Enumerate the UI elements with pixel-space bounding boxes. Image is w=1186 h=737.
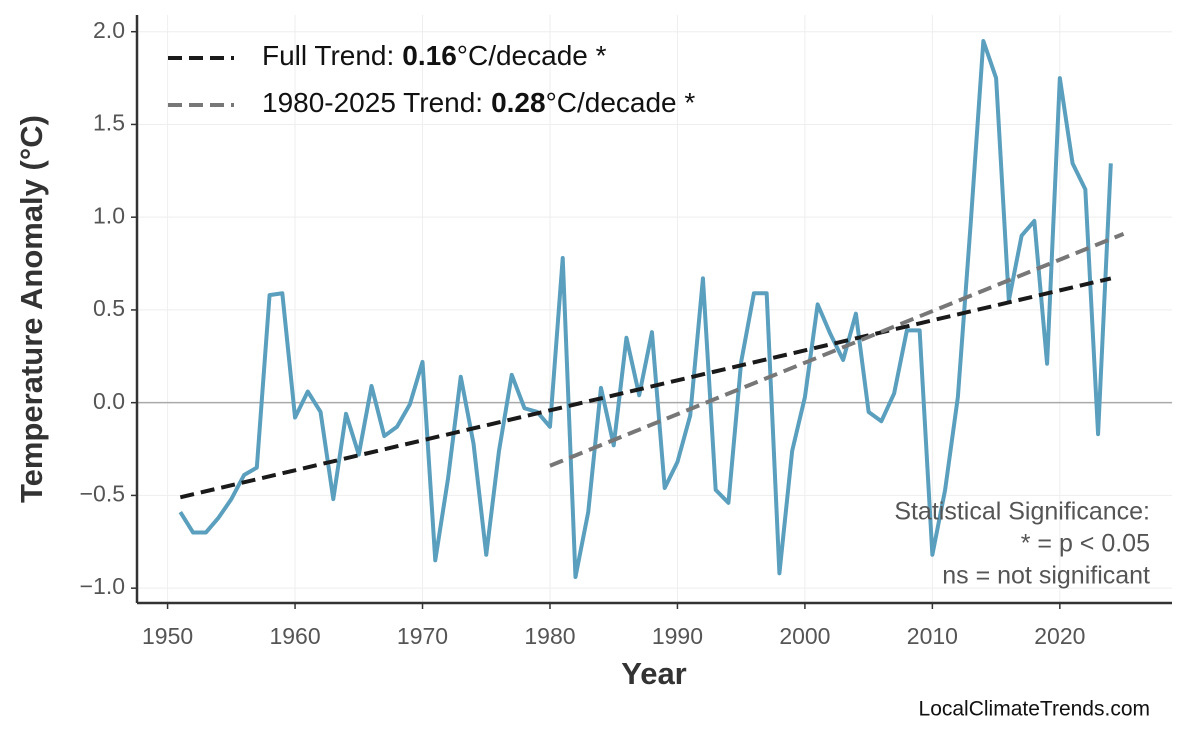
- x-axis-label: Year: [621, 656, 687, 691]
- x-tick-label: 1950: [142, 623, 193, 649]
- x-tick-label: 2020: [1034, 623, 1085, 649]
- y-tick-label: −0.5: [80, 480, 125, 506]
- y-tick-label: 1.5: [93, 110, 125, 136]
- legend-name: 1980-2025 Trend:: [262, 87, 483, 118]
- y-tick-label: −1.0: [80, 573, 125, 599]
- trend-line: [179, 276, 1112, 500]
- y-tick-label: 1.0: [93, 202, 125, 228]
- watermark: LocalClimateTrends.com: [919, 698, 1150, 721]
- legend-entry: 1980-2025 Trend: 0.28°C/decade *: [262, 87, 695, 118]
- legend-slope: 0.16: [402, 40, 457, 71]
- annotation: * = p < 0.05: [1021, 530, 1150, 558]
- legend-slope: 0.28: [491, 87, 546, 118]
- legend-entry: Full Trend: 0.16°C/decade *: [262, 40, 607, 71]
- y-tick-label: 2.0: [93, 17, 125, 43]
- legend-unit: °C/decade *: [457, 40, 607, 71]
- trend-line: [549, 232, 1125, 468]
- x-tick-label: 1990: [652, 623, 703, 649]
- data-line: [178, 38, 1113, 580]
- legend-name: Full Trend:: [262, 40, 394, 71]
- x-tick-label: 2010: [907, 623, 958, 649]
- x-tick-label: 1970: [397, 623, 448, 649]
- y-tick-label: 0.5: [93, 295, 125, 321]
- y-axis-label: Temperature Anomaly (°C): [14, 115, 49, 503]
- x-tick-label: 1980: [524, 623, 575, 649]
- y-tick-label: 0.0: [93, 388, 125, 414]
- legend-unit: °C/decade *: [546, 87, 696, 118]
- x-tick-label: 1960: [269, 623, 320, 649]
- x-tick-label: 2000: [779, 623, 830, 649]
- annotation: ns = not significant: [942, 562, 1150, 590]
- annotation: Statistical Significance:: [894, 498, 1150, 526]
